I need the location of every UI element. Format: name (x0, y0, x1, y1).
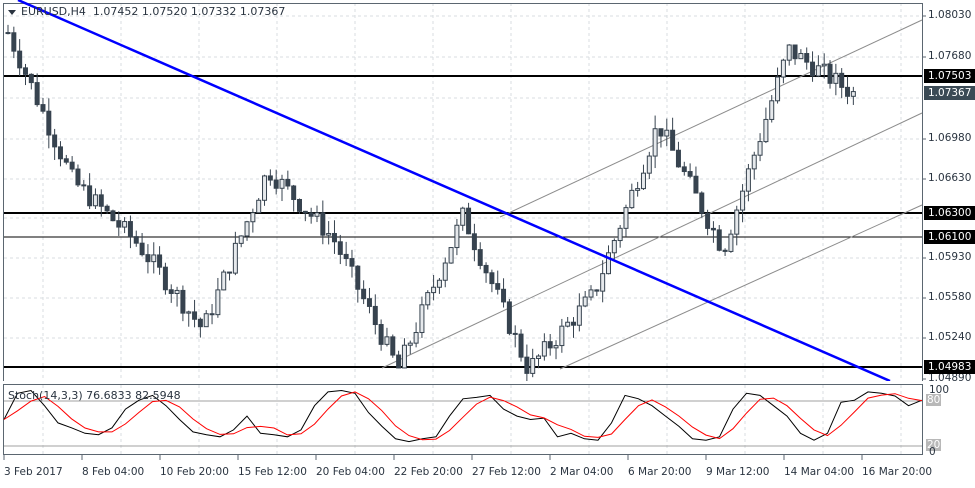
downtrend-line (17, 0, 891, 383)
stoch-indicator-label: Stoch(14,3,3) 76.6833 82.5948 (8, 389, 181, 402)
time-tick: 3 Feb 2017 (4, 466, 63, 478)
stoch-tick-20: 20 (926, 439, 942, 451)
stoch-tick-0: 0 (929, 446, 936, 458)
collapse-triangle-icon[interactable] (8, 9, 16, 15)
price-tick: 1.07680 (928, 50, 972, 62)
ohlc-values: 1.07452 1.07520 1.07332 1.07367 (92, 5, 286, 18)
stoch-levels (4, 400, 922, 447)
time-tick: 16 Mar 20:00 (862, 466, 933, 478)
chart-header: EURUSD,H4 1.07452 1.07520 1.07332 1.0736… (8, 5, 285, 18)
level-label-1.04983: 1.04983 (924, 360, 975, 374)
time-tick: 20 Feb 04:00 (316, 466, 385, 478)
time-tick: 22 Feb 20:00 (394, 466, 463, 478)
level-label-1.07503: 1.07503 (924, 69, 975, 83)
stoch-tick-100: 100 (929, 384, 950, 396)
current-price-label: 1.07367 (924, 86, 975, 100)
level-label-1.06100: 1.06100 (924, 230, 975, 244)
time-tick: 8 Feb 04:00 (82, 466, 145, 478)
stoch-main-line (3, 389, 923, 443)
time-tick: 6 Mar 20:00 (628, 466, 692, 478)
price-tick: 1.08030 (928, 9, 972, 21)
symbol-label: EURUSD,H4 (21, 5, 86, 18)
price-tick: 1.05580 (928, 291, 972, 303)
stoch-tick-80: 80 (926, 394, 942, 406)
stoch-signal-line (3, 391, 923, 441)
regression-channel (381, 19, 923, 370)
price-tick: 1.06630 (928, 172, 972, 184)
time-tick: 15 Feb 12:00 (238, 466, 307, 478)
price-tick: 1.05930 (928, 251, 972, 263)
price-tick: 1.04890 (928, 372, 972, 384)
stoch-panel-frame (3, 384, 923, 455)
price-tick: 1.06980 (928, 132, 972, 144)
time-tick: 10 Feb 20:00 (160, 466, 229, 478)
time-tick: 14 Mar 04:00 (784, 466, 855, 478)
price-tick: 1.05240 (928, 331, 972, 343)
time-tick: 27 Feb 12:00 (472, 466, 541, 478)
time-tick: 2 Mar 04:00 (550, 466, 614, 478)
candlesticks (5, 24, 856, 382)
level-label-1.06300: 1.06300 (924, 206, 975, 220)
time-tick: 9 Mar 12:00 (706, 466, 770, 478)
axis-ticks (3, 15, 926, 460)
